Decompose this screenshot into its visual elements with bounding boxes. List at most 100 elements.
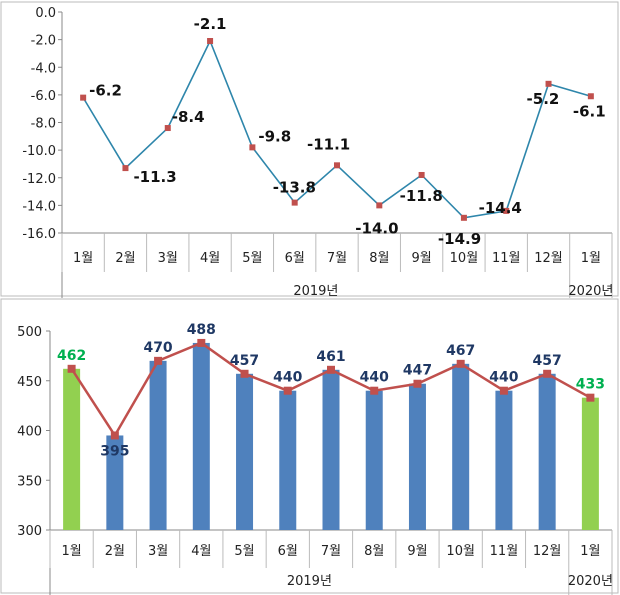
x-category-label: 11월	[492, 251, 521, 266]
data-label: -11.8	[400, 187, 443, 205]
x-category-label: 7월	[321, 544, 341, 559]
data-label: 440	[360, 370, 389, 386]
x-category-label: 12월	[534, 251, 563, 266]
bar	[452, 363, 470, 530]
y-tick-label: 400	[17, 425, 42, 440]
data-point	[122, 165, 129, 172]
x-category-label: 8월	[364, 544, 384, 559]
y-tick-label: 450	[17, 375, 42, 390]
x-category-label: 4월	[200, 251, 220, 266]
y-tick-label: 0.0	[35, 6, 56, 21]
bar	[149, 360, 167, 530]
data-label: 462	[57, 348, 86, 364]
bar	[192, 342, 210, 530]
x-category-label: 1월	[581, 251, 601, 266]
data-label: 433	[576, 377, 605, 393]
x-category-label: 10월	[446, 544, 475, 559]
bar	[538, 373, 556, 530]
x-category-label: 11월	[490, 544, 519, 559]
data-point	[283, 386, 292, 395]
x-category-label: 5월	[242, 251, 262, 266]
data-label: 457	[533, 353, 562, 369]
line-chart-change: 0.0 -2.0 -4.0 -6.0 -8.0 -10.0 -12.0 -14.0 -16.0 1…	[0, 1, 619, 298]
x-category-label: 6월	[278, 544, 298, 559]
data-point	[327, 365, 335, 374]
data-label: -14.4	[479, 199, 522, 217]
bar	[581, 397, 599, 530]
data-point	[197, 338, 206, 347]
data-point	[499, 386, 508, 395]
x-group-label: 2020년	[568, 284, 613, 298]
data-label: -14.9	[438, 230, 481, 248]
bar	[408, 383, 426, 530]
bar	[63, 368, 81, 530]
data-point	[586, 393, 595, 402]
x-category-label: 6월	[285, 251, 305, 266]
bar	[495, 390, 513, 530]
data-point	[67, 364, 76, 373]
x-category-label: 1월	[73, 251, 93, 266]
x-category-label: 8월	[369, 251, 389, 266]
data-label: 461	[316, 349, 345, 365]
y-tick-label: -10.0	[22, 144, 56, 159]
data-label: -13.8	[273, 179, 316, 197]
x-category-label: 9월	[407, 544, 427, 559]
y-tick-label: -4.0	[31, 61, 56, 76]
data-label: -8.4	[172, 108, 205, 126]
x-category-label: 5월	[234, 544, 254, 559]
data-point	[249, 144, 256, 151]
x-category-label: 2월	[115, 251, 135, 266]
data-label: 395	[100, 443, 129, 459]
y-tick-label: 350	[17, 474, 42, 489]
data-point	[543, 369, 552, 378]
data-point	[503, 207, 510, 214]
x-category-label: 12월	[533, 544, 562, 559]
x-group-label: 2019년	[293, 284, 338, 298]
data-label: -2.1	[194, 15, 227, 33]
data-label: -6.1	[573, 102, 606, 120]
x-group-label: 2019년	[287, 574, 332, 589]
y-tick-label: 500	[17, 325, 42, 340]
data-label: -11.1	[307, 135, 350, 153]
data-point	[80, 94, 87, 101]
y-tick-label: -2.0	[31, 34, 56, 49]
bar	[106, 435, 124, 530]
y-tick-label: -16.0	[22, 227, 56, 242]
x-category-label: 3월	[158, 251, 178, 266]
data-label: 457	[230, 353, 259, 369]
y-tick-label: -12.0	[22, 172, 56, 187]
data-point	[240, 369, 249, 378]
x-category-label: 7월	[327, 251, 347, 266]
data-point	[456, 359, 465, 368]
data-label: 440	[273, 370, 302, 386]
data-label: -6.2	[89, 82, 122, 100]
data-label: 470	[143, 340, 172, 356]
x-category-label: 3월	[148, 544, 168, 559]
x-category-label: 10월	[450, 251, 479, 266]
data-point	[207, 38, 214, 45]
bar	[279, 390, 297, 530]
y-tick-label: 300	[17, 524, 42, 539]
data-point	[164, 125, 171, 132]
x-category-label: 4월	[191, 544, 211, 559]
bar	[236, 373, 254, 530]
bar-chart-values: 500 450 400 350 300 1월 2월 3월 4월 5월 6월 7월 8월 9월 10월 11월 1…	[0, 298, 619, 595]
y-tick-label: -8.0	[31, 117, 56, 132]
data-label: -9.8	[258, 127, 291, 145]
data-label: 447	[403, 363, 432, 379]
data-label: -14.0	[355, 219, 398, 237]
data-point	[587, 93, 594, 100]
y-tick-label: -14.0	[22, 199, 56, 214]
x-group-label: 2020년	[568, 574, 613, 589]
data-point	[460, 214, 467, 221]
data-point	[334, 162, 340, 169]
data-point	[110, 431, 119, 440]
data-label: 467	[446, 343, 475, 359]
data-label: -5.2	[527, 90, 560, 108]
data-point	[413, 379, 422, 388]
data-point	[370, 386, 379, 395]
data-point	[291, 199, 298, 206]
x-category-label: 2월	[105, 544, 125, 559]
x-category-label: 9월	[411, 251, 431, 266]
